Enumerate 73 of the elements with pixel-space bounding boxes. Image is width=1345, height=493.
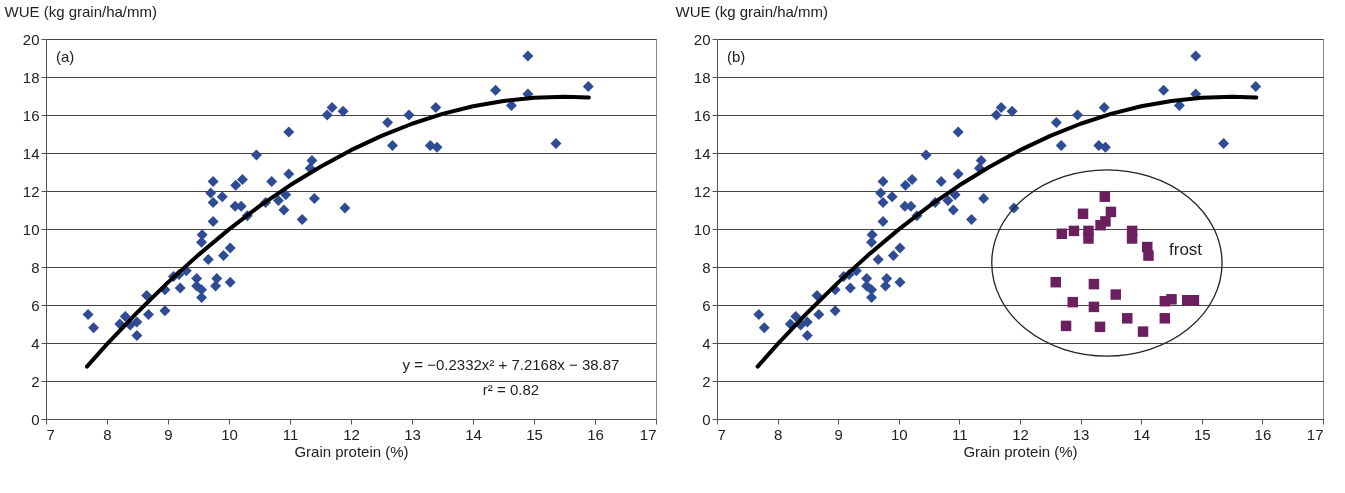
y-tick-label: 4 [31,334,40,352]
y-tick-label: 0 [702,410,711,428]
y-tick-label: 8 [31,258,40,276]
annotation: (a) [56,48,75,65]
x-tick-label: 9 [834,425,843,443]
point [1166,294,1177,305]
x-tick-label: 10 [221,425,238,443]
point [1050,276,1061,288]
annotation: frost [1169,240,1203,259]
x-tick-label: 11 [952,425,968,443]
annotation: (b) [727,48,746,65]
x-axis-title: Grain protein (%) [963,442,1078,460]
y-tick-label: 20 [693,30,711,48]
x-tick-label: 10 [890,425,908,443]
point [1137,326,1149,337]
x-tick-label: 14 [1133,425,1151,443]
x-tick-label: 15 [1193,425,1211,443]
annotation: y = −0.2332x² + 7.2168x − 38.87 [402,356,620,373]
y-tick-label: 14 [693,144,711,162]
y-tick-label: 6 [702,296,711,314]
point [1056,228,1068,239]
y-tick-label: 16 [22,106,40,124]
y-tick-label: 16 [693,106,711,124]
y-tick-label: 20 [22,30,40,48]
x-tick-label: 16 [587,425,604,443]
point [1077,208,1089,220]
x-axis-title: Grain protein (%) [294,442,409,460]
y-tick-label: 2 [31,372,40,390]
point [1067,296,1078,308]
x-tick-label: 16 [1254,425,1272,443]
point [1083,233,1094,244]
point [1088,301,1100,313]
x-tick-label: 7 [717,425,726,443]
x-tick-label: 13 [1072,425,1090,443]
x-tick-label: 14 [465,425,482,443]
y-tick-label: 18 [693,68,711,86]
point [1060,320,1072,332]
point [1110,289,1121,300]
y-tick-label: 4 [702,334,711,352]
y-tick-label: 18 [22,68,40,86]
point [1088,278,1100,290]
point [1099,191,1111,202]
point [1126,233,1138,244]
x-tick-label: 17 [1306,425,1324,443]
y-axis-title: WUE (kg grain/ha/mm) [675,2,829,20]
x-tick-label: 8 [773,425,783,443]
point [1100,216,1111,227]
point [1188,295,1200,306]
x-tick-label: 11 [282,425,299,443]
x-tick-label: 17 [639,425,657,443]
y-tick-label: 10 [22,220,40,238]
y-tick-label: 12 [693,182,711,200]
point [1143,250,1154,261]
x-tick-label: 7 [46,425,55,443]
y-axis-title: WUE (kg grain/ha/mm) [4,2,158,20]
point [1122,313,1133,324]
y-tick-label: 0 [31,410,40,428]
y-tick-label: 6 [31,296,40,314]
y-tick-label: 2 [702,372,711,390]
point [1094,321,1106,333]
x-tick-label: 12 [343,425,360,443]
annotation: r² = 0.82 [482,381,540,398]
y-tick-label: 12 [22,182,40,200]
point [1068,225,1080,237]
x-tick-label: 9 [164,425,173,443]
x-tick-label: 15 [526,425,543,443]
point [1159,313,1171,324]
y-tick-label: 8 [702,258,711,276]
y-tick-label: 10 [693,220,711,238]
y-tick-label: 14 [22,144,40,162]
x-tick-label: 13 [404,425,421,443]
x-tick-label: 12 [1012,425,1029,443]
x-tick-label: 8 [103,425,112,443]
